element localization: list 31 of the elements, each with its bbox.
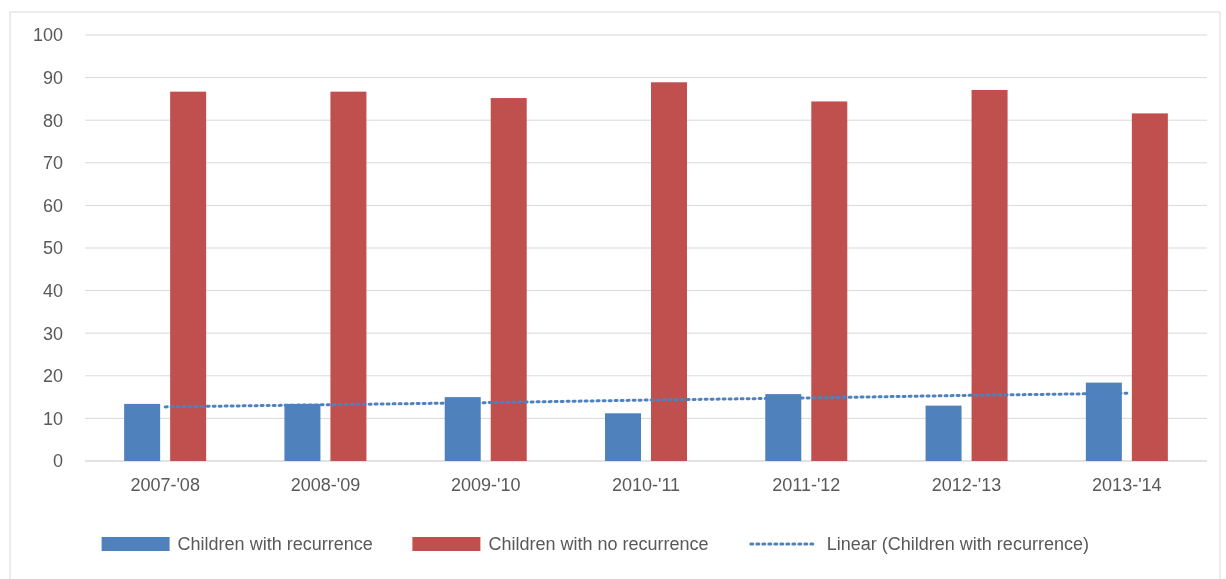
bar <box>330 91 367 461</box>
bar <box>971 89 1008 461</box>
x-tick-label: 2012-'13 <box>931 475 1002 495</box>
bar <box>651 82 687 461</box>
bar <box>124 403 161 461</box>
y-tick-label: 90 <box>42 67 63 88</box>
y-tick-label: 0 <box>52 451 63 472</box>
y-tick-label: 60 <box>42 195 63 216</box>
legend-label: Children with recurrence <box>177 534 373 555</box>
y-tick-label: 20 <box>42 366 63 387</box>
x-tick-label: 2009-'10 <box>450 475 521 495</box>
y-tick-label: 40 <box>42 280 63 301</box>
bar <box>1131 113 1168 461</box>
x-tick-label: 2010-'11 <box>611 475 681 495</box>
legend-label: Linear (Children with recurrence) <box>826 534 1089 555</box>
y-tick-label: 50 <box>42 238 63 259</box>
bar <box>605 413 641 461</box>
x-tick-label: 2007-'08 <box>130 475 200 495</box>
bar <box>170 91 207 461</box>
bar <box>490 98 527 461</box>
legend-label: Children with no recurrence <box>488 534 709 555</box>
y-tick-label: 10 <box>42 408 63 429</box>
y-tick-label: 70 <box>42 153 63 174</box>
y-tick-label: 30 <box>42 323 63 344</box>
y-tick-label: 100 <box>32 25 63 46</box>
bar <box>811 101 848 461</box>
bar <box>925 405 962 461</box>
x-tick-label: 2011-'12 <box>772 475 841 495</box>
x-tick-label: 2013-'14 <box>1092 475 1162 495</box>
x-tick-label: 2008-'09 <box>290 475 361 495</box>
y-tick-label: 80 <box>42 110 63 131</box>
